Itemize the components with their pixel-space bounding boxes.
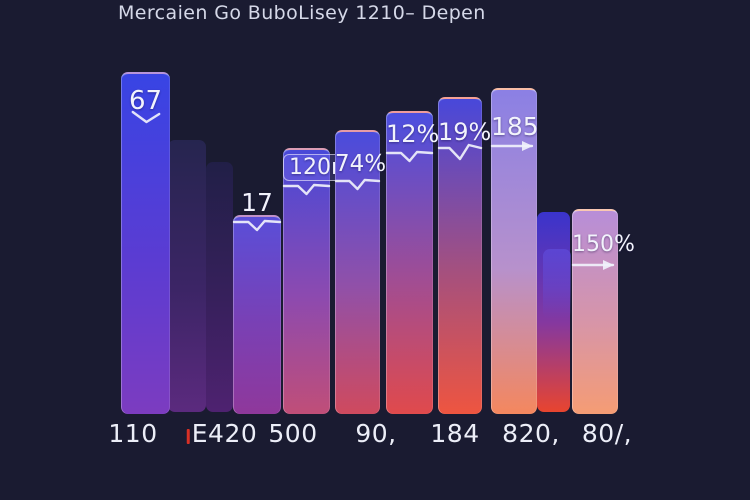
bar-value-label: 120ı (283, 154, 344, 181)
bar-value-label: 12% (386, 120, 440, 148)
arrow-divider-icon (571, 260, 615, 270)
background-bar (543, 249, 571, 319)
x-axis-label: 184 (430, 419, 480, 448)
bar: 17 (232, 188, 282, 414)
x-axis-label: E420 (186, 419, 258, 448)
arrow-divider-icon (490, 141, 534, 151)
background-bar (206, 162, 233, 412)
bar: 150% (571, 209, 635, 414)
bar-value-label: 185 (491, 112, 539, 141)
chart-title: Mercaien Go BuboLisey 1210– Depen (118, 2, 486, 24)
chevron-divider-icon (385, 150, 434, 163)
bar-value-label-box: 120ı (283, 154, 344, 181)
bar: 120ı (282, 148, 344, 414)
bar-value-label: 17 (241, 188, 273, 217)
red-tick-mark (186, 429, 190, 444)
bar: 12% (385, 111, 440, 414)
x-axis-label: 110 (108, 419, 158, 448)
x-axis-label: 820, (502, 419, 560, 448)
bar: 185 (490, 88, 539, 414)
bar-value-label: 19% (438, 118, 492, 146)
chevron-divider-icon (334, 178, 381, 191)
bar-value-label: 67 (128, 86, 163, 116)
chevron-divider-icon (282, 183, 331, 196)
bar-value-label: 150% (572, 232, 635, 257)
vee-divider-icon (131, 110, 161, 124)
bar: 74% (334, 130, 387, 414)
bar: 67 (121, 72, 170, 414)
background-bar (168, 140, 206, 412)
x-axis-label-text: E420 (191, 419, 258, 448)
check-divider-icon (437, 143, 483, 161)
bar: 19% (437, 97, 492, 414)
x-axis-label: 80/, (581, 419, 633, 448)
bar-value-label: 74% (335, 151, 387, 177)
x-axis-label: 500 (268, 419, 318, 448)
chevron-divider-icon (232, 219, 282, 232)
x-axis-label: 90, (355, 419, 397, 448)
